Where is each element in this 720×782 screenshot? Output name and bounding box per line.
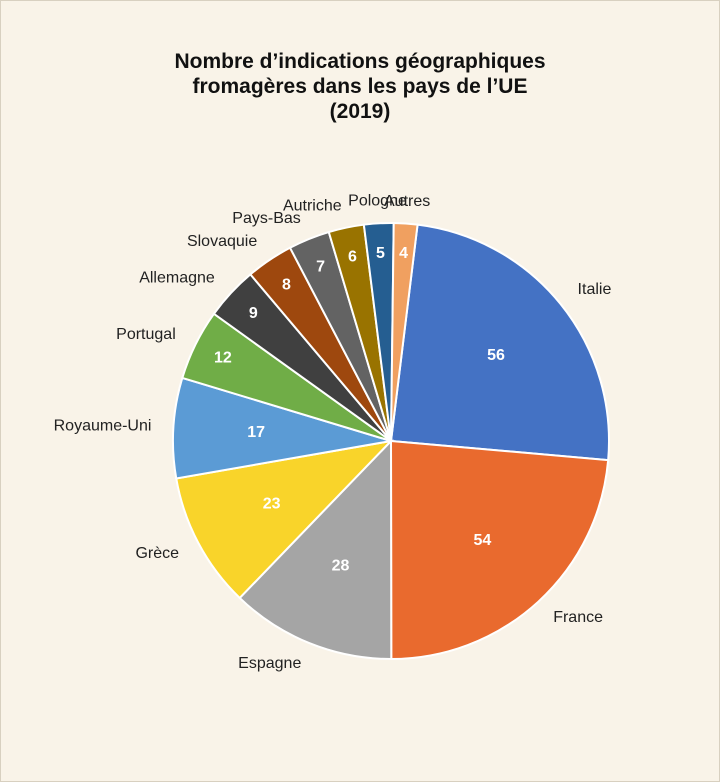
category-label: Italie — [578, 281, 612, 298]
pie-slice — [175, 439, 394, 600]
category-label: Autriche — [283, 197, 342, 214]
pie-slice — [389, 223, 610, 462]
value-label: 56 — [487, 347, 505, 364]
category-label: Pologne — [348, 193, 407, 210]
title-box: Nombre d’indications géographiques froma… — [1, 49, 719, 124]
value-label: 6 — [348, 249, 357, 266]
category-label: Allemagne — [139, 269, 215, 286]
category-label: Autres — [384, 193, 430, 210]
value-label: 9 — [249, 305, 258, 322]
category-label: Portugal — [116, 326, 176, 343]
pie-slice — [172, 376, 392, 480]
category-label: Royaume-Uni — [54, 418, 152, 435]
category-label: Grèce — [135, 545, 179, 562]
value-label: 17 — [247, 424, 265, 441]
pie-slice — [390, 222, 419, 442]
category-label: Pays-Bas — [232, 210, 300, 227]
category-label: France — [553, 609, 603, 626]
pie-slice — [389, 439, 610, 661]
value-label: 28 — [332, 558, 350, 575]
category-label: Slovaquie — [187, 233, 257, 250]
value-label: 23 — [263, 496, 281, 513]
value-label: 12 — [214, 349, 232, 366]
pie-slice — [238, 438, 393, 661]
category-label: Espagne — [238, 655, 301, 672]
value-label: 54 — [473, 532, 491, 549]
value-label: 4 — [399, 245, 408, 262]
value-label: 7 — [316, 258, 325, 275]
value-label: 8 — [282, 277, 291, 294]
value-label: 5 — [376, 245, 385, 262]
chart-title: Nombre d’indications géographiques froma… — [174, 50, 546, 123]
